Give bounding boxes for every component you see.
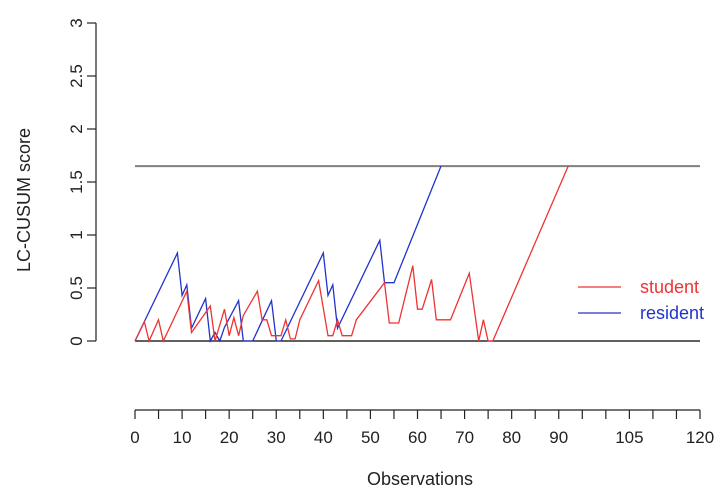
plot-area (134, 165, 700, 344)
legend-label-resident: resident (640, 303, 704, 323)
y-axis-title: LC-CUSUM score (14, 128, 34, 272)
y-tick-label: 0.5 (67, 276, 86, 300)
x-tick-label: 80 (502, 428, 521, 447)
y-tick-label: 1.5 (67, 170, 86, 194)
y-tick-label: 2 (67, 124, 86, 133)
x-axis-title: Observations (367, 469, 473, 489)
legend: student resident (578, 277, 704, 323)
x-tick-label: 60 (408, 428, 427, 447)
series-student-line (134, 165, 569, 344)
x-tick-label: 90 (549, 428, 568, 447)
x-axis: 0 10 20 30 40 50 60 70 80 90 105 120 (130, 409, 714, 447)
series-resident-line (134, 165, 442, 344)
y-tick-label: 0 (67, 336, 86, 345)
x-tick-label: 10 (173, 428, 192, 447)
x-tick-label: 105 (615, 428, 643, 447)
x-tick-label: 50 (361, 428, 380, 447)
y-tick-label: 1 (67, 230, 86, 239)
legend-label-student: student (640, 277, 699, 297)
x-tick-label: 40 (314, 428, 333, 447)
x-tick-label: 0 (130, 428, 139, 447)
x-tick-label: 70 (455, 428, 474, 447)
y-tick-label: 2.5 (67, 64, 86, 88)
x-tick-label: 20 (220, 428, 239, 447)
x-tick-label: 30 (267, 428, 286, 447)
y-axis: 0 0.5 1 1.5 2 2.5 3 (67, 18, 97, 346)
x-tick-label: 120 (686, 428, 714, 447)
y-tick-label: 3 (67, 18, 86, 27)
